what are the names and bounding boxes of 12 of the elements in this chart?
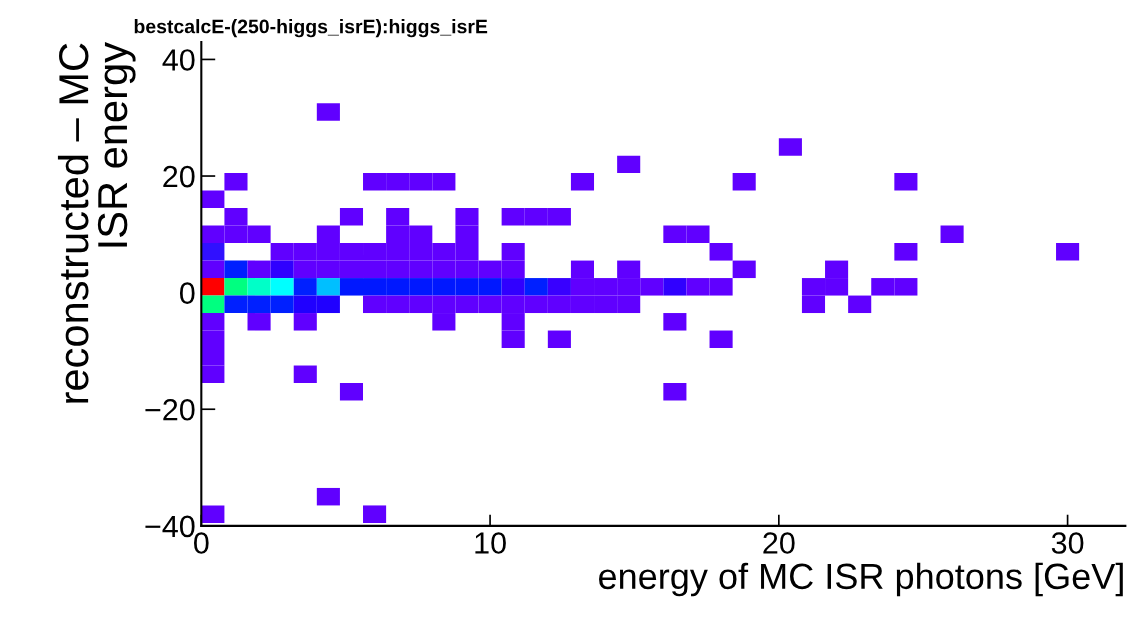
chart-title: bestcalcE-(250-higgs_isrE):higgs_isrE: [134, 19, 488, 38]
x-tick-label: 20: [763, 532, 795, 554]
y-tick-label: 0: [179, 282, 195, 305]
x-tick-label: 0: [194, 532, 209, 554]
x-tick-label: 30: [1051, 532, 1084, 554]
x-tick-label: 10: [475, 532, 506, 554]
y-tick-label: −20: [145, 398, 195, 421]
y-tick-label: 40: [162, 49, 195, 71]
x-axis-title: energy of MC ISR photons [GeV]: [599, 562, 1123, 597]
y-tick-label: 20: [163, 165, 195, 188]
y-tick-label: −40: [145, 515, 195, 538]
y-axis-title: reconstructed – MC ISR energy: [57, 42, 136, 403]
